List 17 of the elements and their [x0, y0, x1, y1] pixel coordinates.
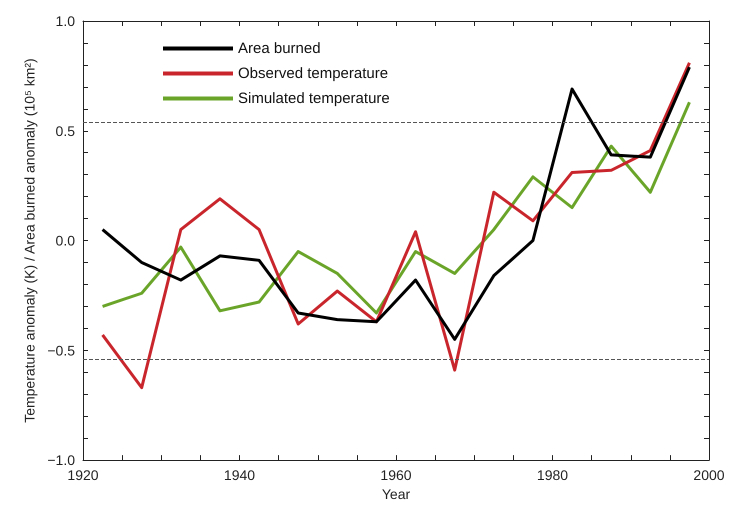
y-tick-label: 1.0 — [56, 13, 76, 29]
y-tick-label: −1.0 — [47, 452, 76, 468]
x-axis-title: Year — [382, 486, 410, 502]
y-tick-label: 0.5 — [56, 122, 76, 139]
x-tick-label: 1980 — [536, 467, 568, 484]
x-tick-label: 2000 — [693, 467, 725, 484]
x-tick-label: 1920 — [67, 467, 99, 484]
y-tick-label: 0.0 — [56, 232, 76, 249]
x-tick-label: 1960 — [380, 467, 412, 484]
legend-label: Simulated temperature — [238, 90, 390, 107]
y-tick-label: −0.5 — [47, 342, 76, 358]
line-series — [101, 66, 691, 341]
x-tick-label: 1940 — [224, 467, 256, 484]
legend-label: Area burned — [238, 40, 321, 57]
line-series — [101, 61, 691, 390]
y-axis-title: Temperature anomaly (K) / Area burned anomaly (10⁵ km²) — [21, 58, 38, 423]
legend-label: Observed temperature — [238, 65, 388, 82]
